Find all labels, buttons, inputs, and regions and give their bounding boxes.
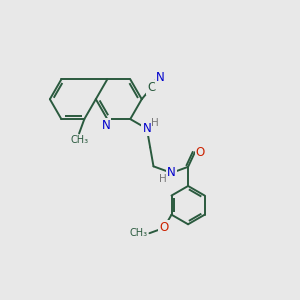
Text: CH₃: CH₃: [130, 228, 148, 238]
Text: N: N: [156, 71, 164, 84]
Text: O: O: [196, 146, 205, 159]
Text: CH₃: CH₃: [70, 135, 88, 145]
Text: N: N: [101, 119, 110, 132]
Text: O: O: [159, 221, 169, 235]
Text: N: N: [142, 122, 151, 135]
Text: C: C: [148, 81, 156, 94]
Text: H: H: [159, 174, 167, 184]
Text: H: H: [151, 118, 159, 128]
Text: N: N: [167, 167, 176, 179]
